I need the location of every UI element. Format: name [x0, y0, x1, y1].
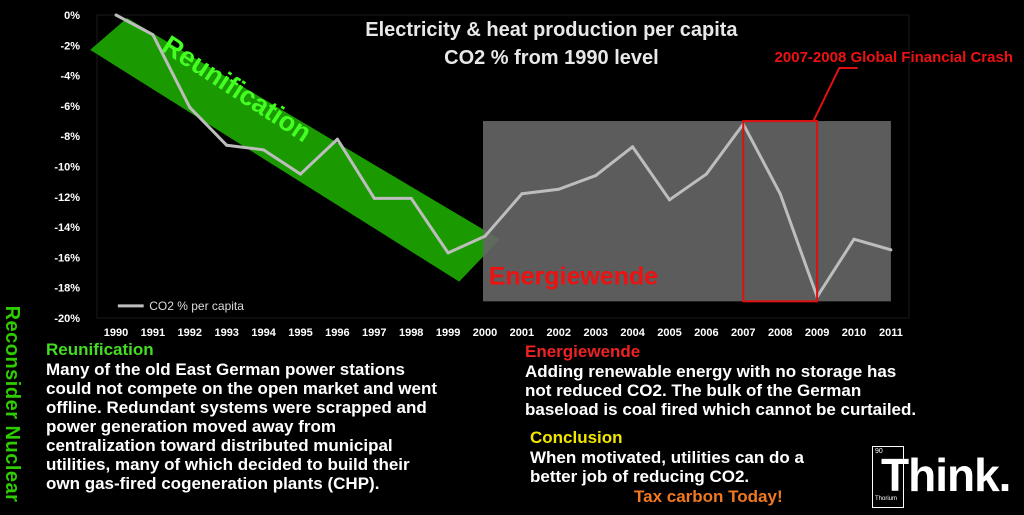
x-tick-label: 1992 — [178, 327, 202, 339]
reunification-band — [90, 18, 500, 282]
x-tick-label: 2006 — [694, 327, 718, 339]
conclusion-text-block: Conclusion When motivated, utilities can… — [530, 428, 870, 486]
data-point — [335, 137, 339, 141]
data-point — [372, 196, 376, 200]
energiewende-line: not reduced CO2. The bulk of the German — [525, 381, 862, 400]
data-point — [225, 143, 229, 147]
x-tick-label: 1996 — [325, 327, 349, 339]
crash-callout-label: 2007-2008 Global Financial Crash — [775, 49, 1013, 66]
y-tick-label: -10% — [54, 162, 80, 174]
x-tick-label: 2008 — [768, 327, 792, 339]
data-point — [409, 196, 413, 200]
data-point — [151, 33, 155, 37]
y-tick-label: -20% — [54, 313, 80, 325]
y-tick-label: -18% — [54, 283, 80, 295]
thorium-element-box — [872, 446, 904, 508]
x-tick-label: 1991 — [141, 327, 165, 339]
data-point — [594, 174, 598, 178]
data-point — [446, 251, 450, 255]
data-point — [114, 13, 118, 17]
data-point — [262, 148, 266, 152]
x-tick-label: 1993 — [214, 327, 238, 339]
conclusion-line: better job of reducing CO2. — [530, 467, 750, 486]
x-tick-label: 2009 — [805, 327, 829, 339]
reunification-line: power generation moved away from — [46, 417, 337, 436]
reunification-line: could not compete on the open market and… — [46, 379, 438, 398]
reunification-line: Many of the old East German power statio… — [46, 360, 405, 379]
tax-carbon-slogan: Tax carbon Today! — [634, 487, 783, 506]
conclusion-heading: Conclusion — [530, 428, 623, 447]
crash-highlight-box — [742, 120, 819, 303]
y-tick-label: -14% — [54, 222, 80, 234]
reunification-line: offline. Redundant systems were scrapped… — [46, 398, 427, 417]
thorium-element-name: Thorium — [875, 496, 898, 502]
y-tick-label: -12% — [54, 192, 80, 204]
x-tick-label: 2011 — [879, 327, 903, 339]
data-point — [668, 198, 671, 202]
y-tick-label: -8% — [60, 131, 80, 143]
x-tick-label: 2001 — [510, 327, 534, 339]
think-thorium-logo: 90 Thorium Think. — [872, 446, 1022, 508]
energiewende-box — [483, 121, 891, 302]
x-tick-label: 2000 — [473, 327, 497, 339]
x-tick-label: 2005 — [657, 327, 681, 339]
energiewende-line: Adding renewable energy with no storage … — [525, 362, 897, 381]
reunification-line: centralization toward distributed munici… — [46, 436, 393, 455]
energiewende-line: baseload is coal fired which cannot be c… — [525, 400, 917, 419]
x-tick-label: 2002 — [547, 327, 571, 339]
series-line-co2 — [115, 13, 892, 299]
conclusion-line: When motivated, utilities can do a — [530, 448, 804, 467]
think-wordmark: Think. — [881, 449, 1011, 501]
x-tick-label: 1995 — [288, 327, 312, 339]
data-point — [631, 145, 635, 149]
reunification-line: utilities, many of which decided to buil… — [46, 455, 410, 474]
data-point — [852, 237, 856, 241]
data-point — [520, 192, 524, 196]
x-tick-label: 1999 — [436, 327, 460, 339]
reunification-heading: Reunification — [46, 340, 154, 359]
data-point — [483, 234, 487, 238]
y-tick-label: -16% — [54, 252, 80, 264]
x-tick-label: 2003 — [583, 327, 607, 339]
x-tick-label: 1998 — [399, 327, 423, 339]
x-tick-label: 2007 — [731, 327, 755, 339]
y-tick-label: -6% — [60, 101, 80, 113]
data-point — [188, 105, 192, 109]
data-point — [299, 172, 302, 176]
data-point — [557, 187, 561, 191]
plot-area — [96, 14, 910, 319]
x-tick-label: 1994 — [251, 327, 276, 339]
data-point — [704, 172, 708, 176]
x-tick-label: 2010 — [842, 327, 866, 339]
crash-callout-line — [812, 67, 858, 122]
energiewende-box-label: Energiewende — [489, 263, 659, 291]
energiewende-heading: Energiewende — [525, 342, 641, 361]
x-tick-label: 2004 — [620, 327, 645, 339]
reunification-text-block: Reunification Many of the old East Germa… — [46, 340, 516, 493]
chart-subtitle: CO2 % from 1990 level — [444, 47, 659, 69]
energiewende-text-block: Energiewende Adding renewable energy wit… — [525, 342, 1005, 419]
y-tick-label: 0% — [64, 10, 80, 22]
y-tick-label: -4% — [60, 71, 80, 83]
x-tick-label: 1990 — [104, 327, 128, 339]
chart-title: Electricity & heat production per capita — [365, 19, 738, 41]
data-point — [778, 192, 782, 196]
data-point — [889, 248, 893, 252]
reunification-line: own gas-fired cogeneration plants (CHP). — [46, 474, 380, 493]
y-tick-label: -2% — [60, 40, 80, 52]
side-label: Reconsider Nuclear — [1, 305, 23, 503]
x-tick-label: 1997 — [362, 327, 386, 339]
legend-label: CO2 % per capita — [149, 299, 244, 313]
thorium-atomic-number: 90 — [875, 448, 883, 455]
